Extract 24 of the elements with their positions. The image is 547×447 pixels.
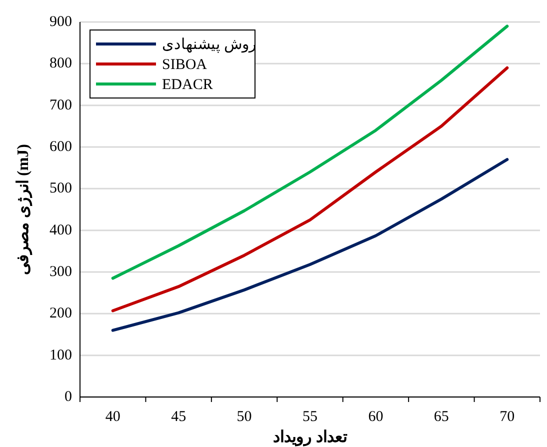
y-tick-label: 800 (50, 56, 72, 72)
line-series (111, 158, 509, 332)
x-tick-label: 55 (302, 409, 318, 425)
y-tick-label: 200 (50, 306, 72, 322)
x-tick-label: 65 (434, 409, 449, 425)
x-tick-label: 70 (500, 409, 515, 425)
x-tick-label: 60 (368, 409, 384, 425)
y-tick-label: 100 (50, 347, 72, 364)
line-series (111, 24, 509, 280)
y-tick-label: 400 (50, 222, 72, 238)
y-axis-title: انرژی مصرفی (mJ) (15, 144, 33, 275)
legend-label: EDACR (162, 77, 213, 93)
y-tick-label: 300 (50, 264, 72, 280)
x-tick-label: 50 (236, 409, 252, 425)
y-tick-label: 600 (50, 139, 72, 155)
x-tick-label: 40 (105, 409, 120, 425)
y-tick-label: 500 (50, 180, 72, 197)
x-axis-title: تعداد رویداد (273, 429, 348, 447)
legend-label: روش پیشنهادی (162, 37, 256, 53)
y-tick-label: 900 (50, 14, 72, 30)
y-tick-label: 0 (64, 389, 72, 405)
x-tick-label: 45 (171, 409, 186, 425)
y-tick-label: 700 (50, 97, 72, 114)
legend-label: SIBOA (162, 57, 208, 73)
